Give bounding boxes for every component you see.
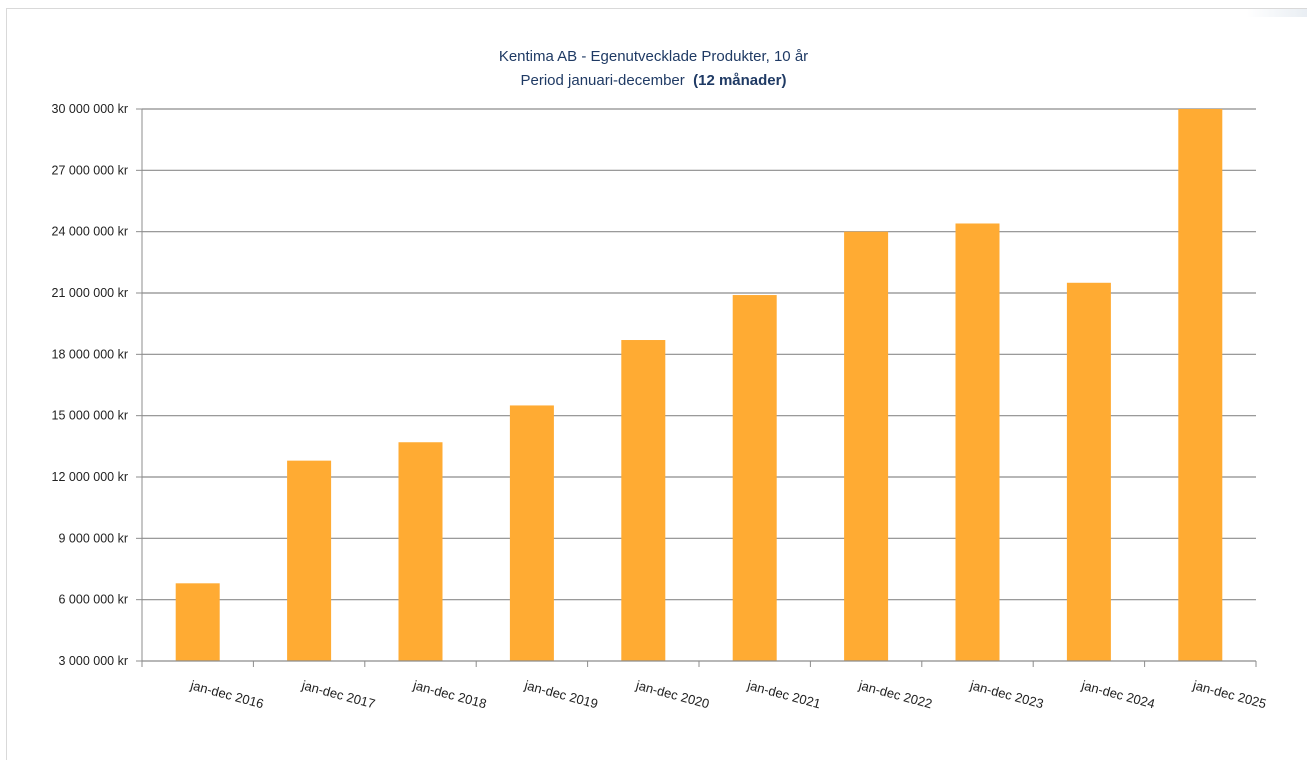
x-tick-label: jan-dec 2016 [188, 677, 265, 711]
chart-subtitle-months: (12 månader) [693, 72, 787, 89]
bar [732, 295, 777, 661]
x-tick-label: jan-dec 2018 [411, 677, 488, 711]
x-axis-ticks: jan-dec 2016 jan-dec 2017 jan-dec 2018 jan-… [141, 661, 1268, 711]
y-tick-label: 6 000 000 kr [59, 593, 129, 607]
y-tick-label: 15 000 000 kr [52, 409, 128, 423]
y-tick-label: 24 000 000 kr [52, 225, 128, 239]
y-tick-label: 30 000 000 kr [52, 102, 128, 116]
chart-subtitle: Period januari-december (12 månader) [0, 72, 1307, 89]
x-tick-label: jan-dec 2022 [856, 677, 933, 711]
bar [1178, 109, 1223, 661]
y-tick-label: 27 000 000 kr [52, 163, 128, 177]
bar [175, 583, 220, 661]
y-tick-label: 3 000 000 kr [59, 654, 129, 668]
bar [1066, 282, 1111, 661]
bar [955, 223, 1000, 661]
bar [287, 460, 332, 661]
bar [398, 442, 443, 661]
y-tick-label: 9 000 000 kr [59, 531, 129, 545]
x-tick-label: jan-dec 2025 [1191, 677, 1268, 711]
corner-shade [1247, 9, 1307, 17]
chart-subtitle-period: Period januari-december [520, 72, 685, 89]
bar [621, 340, 666, 661]
chart-title: Kentima AB - Egenutvecklade Produkter, 1… [498, 48, 809, 65]
x-tick-label: jan-dec 2020 [634, 677, 711, 711]
x-tick-label: jan-dec 2021 [745, 677, 822, 711]
y-axis-ticks: 3 000 000 kr 6 000 000 kr 9 000 000 kr 12 0… [52, 102, 142, 668]
bar [844, 231, 889, 661]
y-tick-label: 21 000 000 kr [52, 286, 128, 300]
bar [509, 405, 554, 661]
x-tick-label: jan-dec 2017 [299, 677, 376, 711]
bars [175, 109, 1223, 661]
x-tick-label: jan-dec 2023 [968, 677, 1045, 711]
x-tick-label: jan-dec 2024 [1079, 677, 1156, 711]
x-tick-label: jan-dec 2019 [522, 677, 599, 711]
y-tick-label: 18 000 000 kr [52, 347, 128, 361]
y-tick-label: 12 000 000 kr [52, 470, 128, 484]
